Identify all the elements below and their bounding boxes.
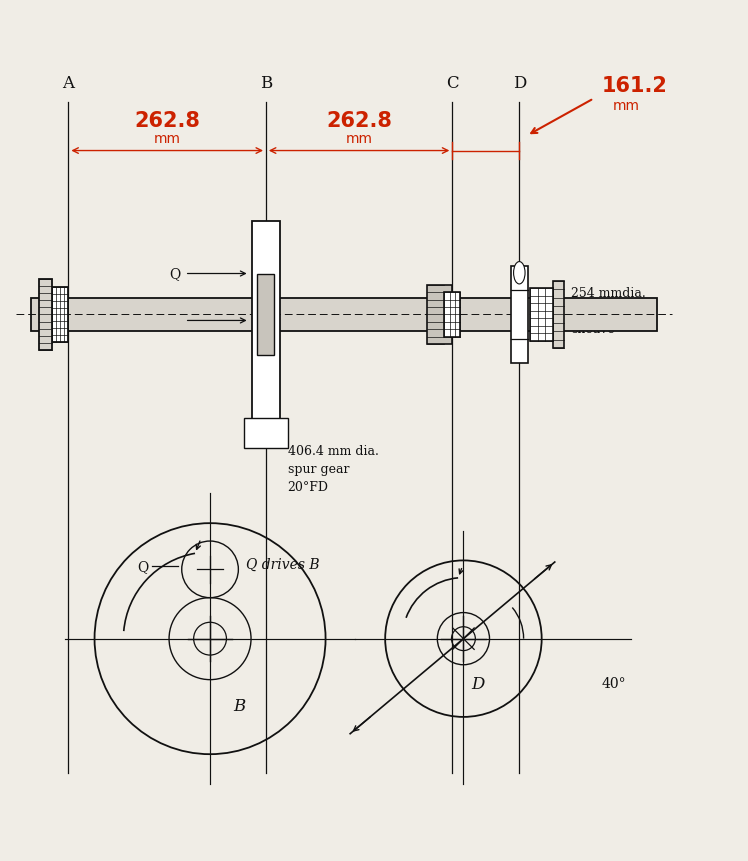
Bar [245, 418, 287, 449]
Bar [530, 289, 553, 341]
Bar [427, 285, 453, 345]
Text: B: B [171, 314, 181, 328]
Text: 262.8: 262.8 [134, 110, 200, 131]
Text: B: B [233, 697, 246, 715]
Bar [39, 280, 52, 350]
Text: 40°: 40° [601, 677, 626, 691]
Bar [444, 293, 461, 338]
Text: 406.4 mm dia.
spur gear
20°FD: 406.4 mm dia. spur gear 20°FD [287, 444, 378, 493]
Text: mm: mm [153, 132, 181, 146]
Bar [511, 267, 527, 363]
Bar [257, 274, 275, 356]
Text: mm: mm [613, 99, 640, 113]
Text: Q: Q [170, 267, 181, 282]
Text: C: C [446, 75, 459, 92]
Text: D: D [472, 675, 485, 692]
Text: D: D [512, 75, 526, 92]
Ellipse shape [514, 263, 525, 285]
Text: B: B [260, 75, 272, 92]
Bar [553, 282, 564, 349]
Text: Q: Q [137, 559, 148, 573]
Bar [252, 221, 280, 430]
Bar [31, 299, 657, 331]
Text: Q drives B: Q drives B [246, 557, 319, 571]
Text: 254 mmdia.
V-belt
sheave: 254 mmdia. V-belt sheave [571, 287, 646, 336]
Text: A: A [63, 75, 75, 92]
Bar [52, 288, 69, 343]
Text: mm: mm [346, 132, 373, 146]
Text: 161.2: 161.2 [601, 76, 667, 96]
Text: 262.8: 262.8 [326, 110, 392, 131]
